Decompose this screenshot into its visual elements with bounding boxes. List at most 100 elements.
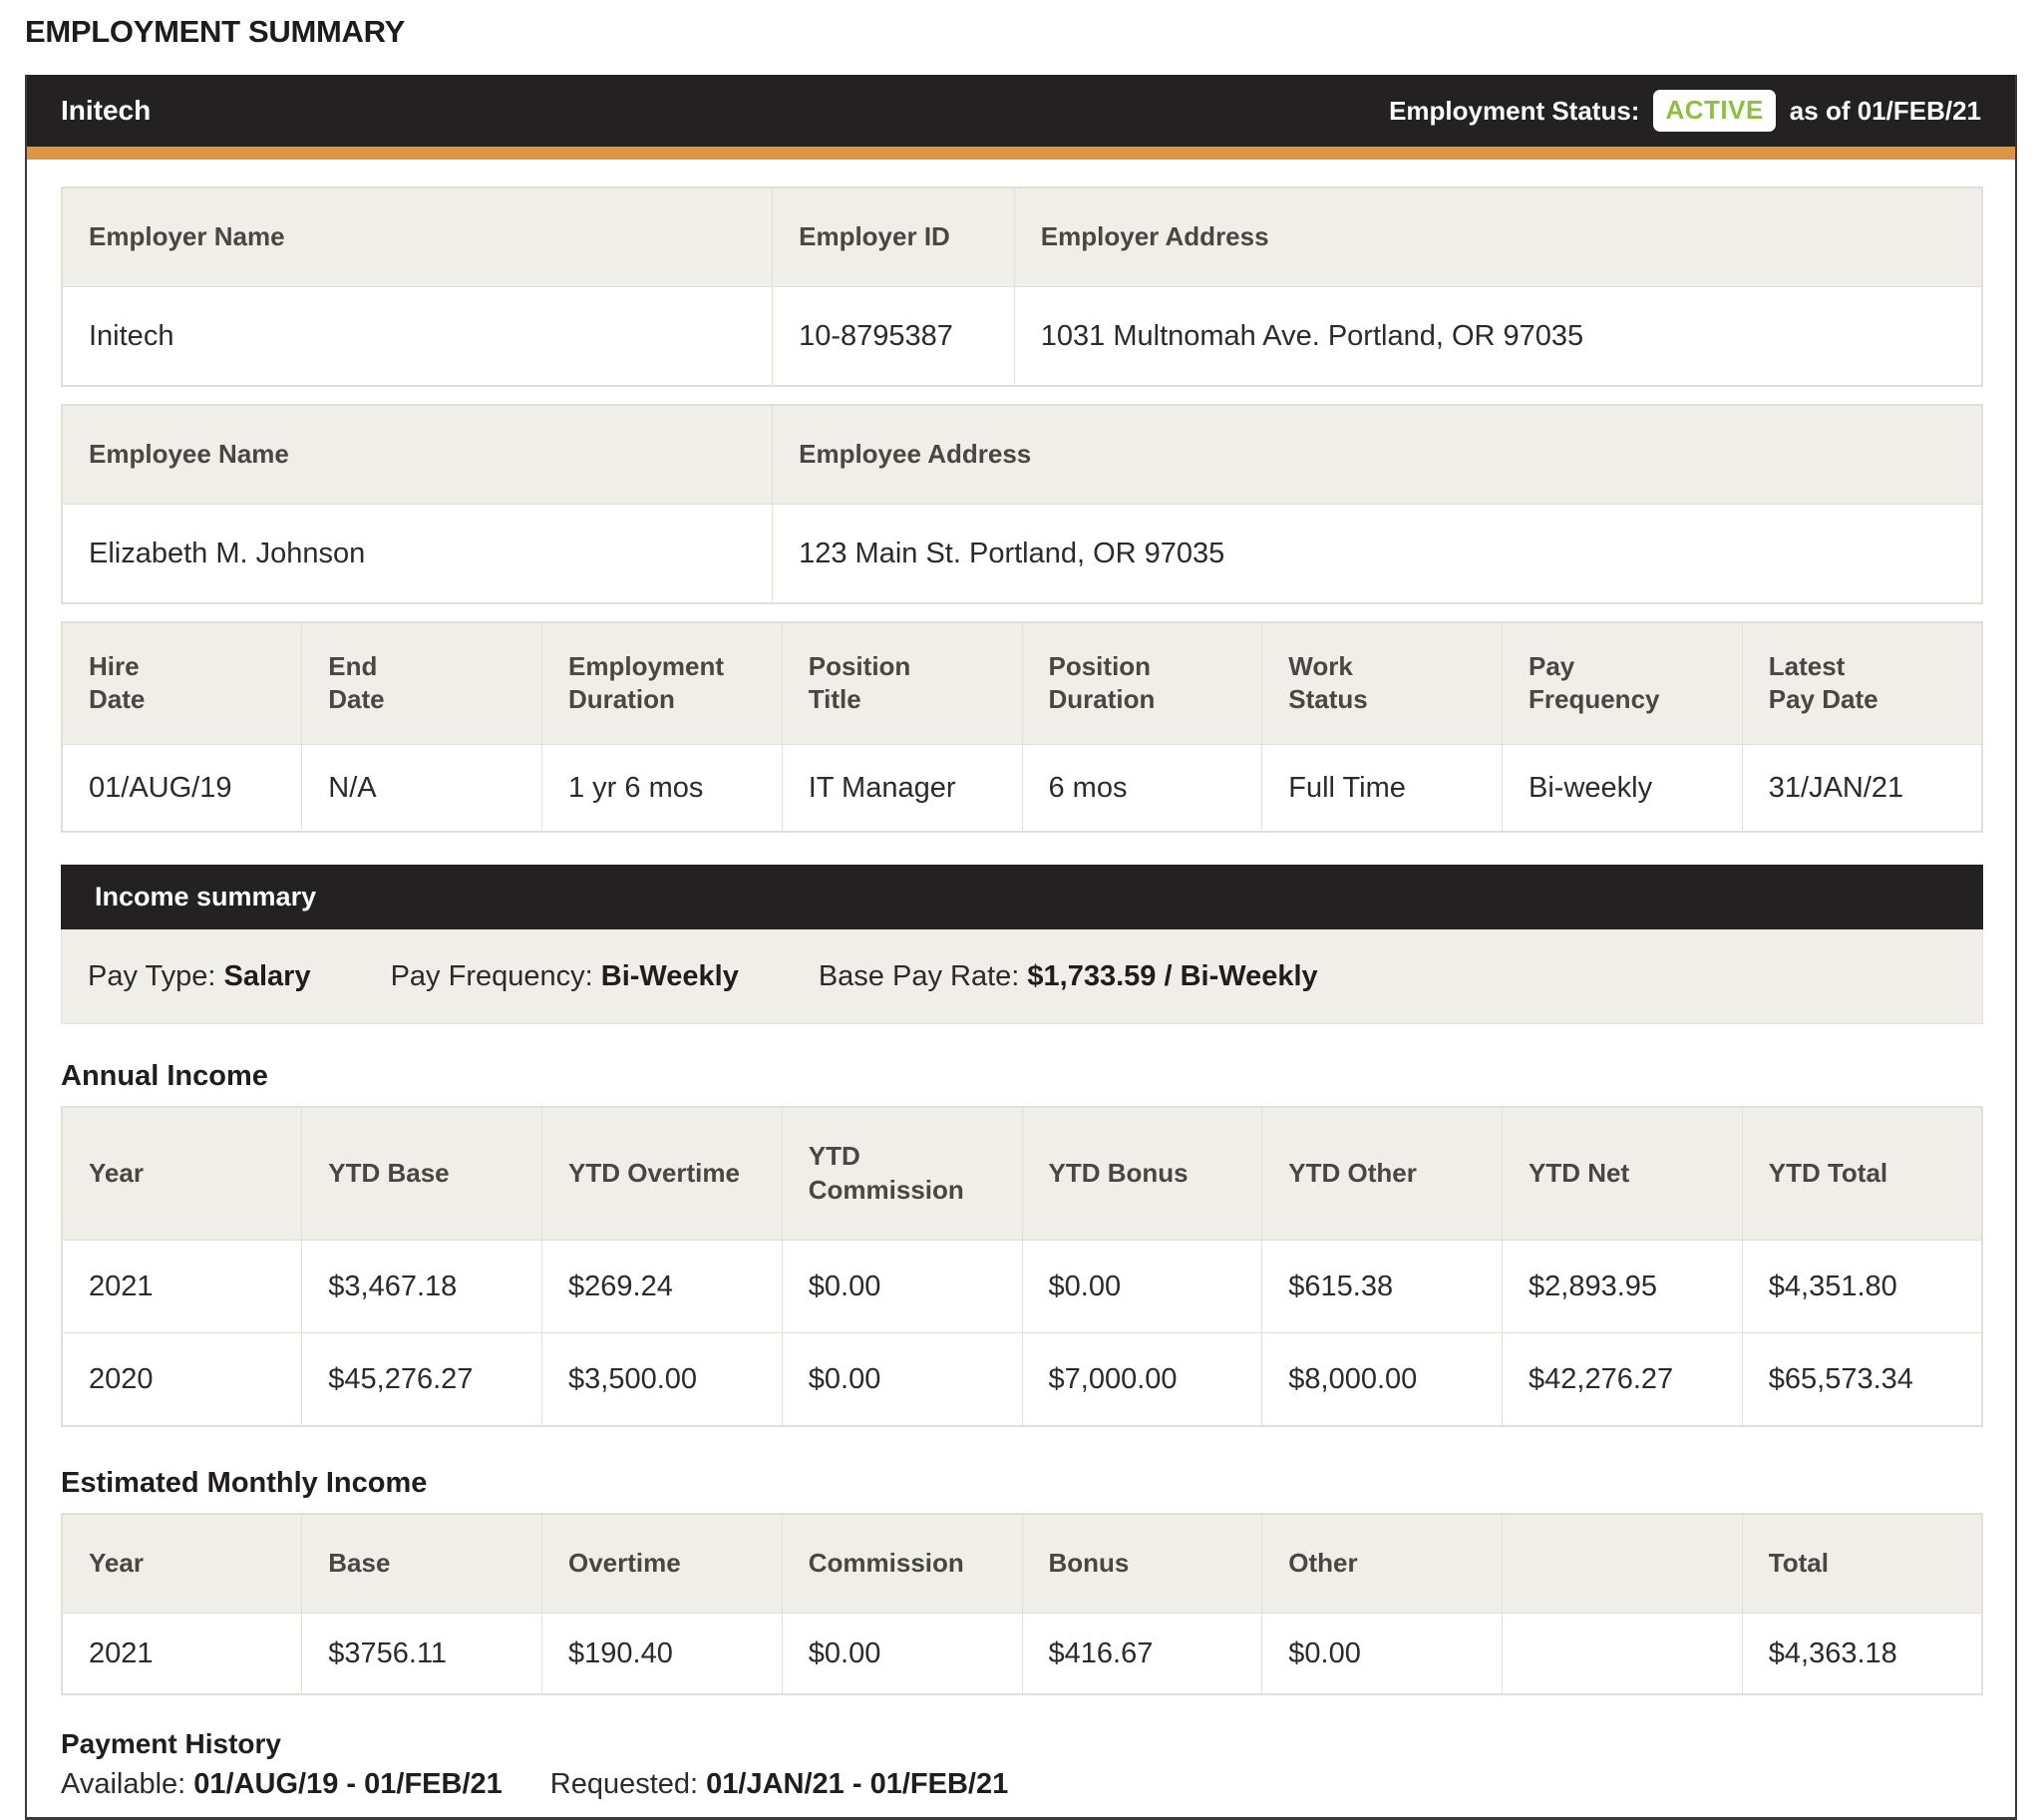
ytd-bonus-value: $0.00 [1021, 1239, 1263, 1333]
ytd-base-value: $3,467.18 [301, 1239, 542, 1333]
available-label: Available: [61, 1767, 186, 1800]
annual-income-table: Year YTD Base YTD Overtime YTD Commissio… [61, 1106, 1983, 1427]
end-date-header: End Date [301, 621, 542, 746]
employer-name-header: Employer Name [61, 186, 774, 287]
employee-data-row: Elizabeth M. Johnson 123 Main St. Portla… [61, 503, 1983, 604]
overtime-value: $190.40 [541, 1612, 783, 1695]
ytd-overtime-header: YTD Overtime [541, 1106, 783, 1241]
ytd-commission-value: $0.00 [781, 1331, 1023, 1427]
pay-frequency-value: Bi-weekly [1502, 744, 1743, 833]
available-value: 01/AUG/19 - 01/FEB/21 [193, 1767, 503, 1800]
employer-header-row: Employer Name Employer ID Employer Addre… [61, 186, 1983, 287]
end-date-value: N/A [301, 744, 542, 833]
work-status-value: Full Time [1261, 744, 1503, 833]
monthly-income-header-row: Year Base Overtime Commission Bonus Othe… [61, 1513, 1983, 1614]
accent-bar [27, 147, 2015, 160]
ytd-bonus-header: YTD Bonus [1021, 1106, 1263, 1241]
monthly-income-row-2021: 2021 $3756.11 $190.40 $0.00 $416.67 $0.0… [61, 1612, 1983, 1695]
base-value: $3756.11 [301, 1612, 542, 1695]
employment-details-table: Hire Date End Date Employment Duration P… [61, 620, 1983, 834]
work-status-header: Work Status [1261, 621, 1503, 746]
monthly-income-heading: Estimated Monthly Income [61, 1466, 428, 1499]
base-pay-rate: Base Pay Rate: $1,733.59 / Bi-Weekly [819, 961, 1318, 991]
pay-frequency-value: Bi-Weekly [600, 960, 739, 993]
commission-header: Commission [781, 1513, 1023, 1614]
year-value: 2020 [61, 1331, 303, 1427]
ytd-base-header: YTD Base [301, 1106, 542, 1241]
latest-pay-date-header: Latest Pay Date [1741, 621, 1983, 746]
employment-summary-card: Initech Employment Status: ACTIVE as of … [25, 75, 2017, 1820]
payment-history-heading: Payment History [61, 1727, 281, 1759]
employment-status: Employment Status: ACTIVE as of 01/FEB/2… [1389, 90, 1981, 132]
empty-header [1502, 1513, 1743, 1614]
ytd-bonus-value: $7,000.00 [1021, 1331, 1263, 1427]
hire-date-value: 01/AUG/19 [61, 744, 303, 833]
base-pay-rate-label: Base Pay Rate: [818, 960, 1020, 993]
employment-duration-value: 1 yr 6 mos [541, 744, 783, 833]
pay-type: Pay Type: Salary [88, 961, 311, 991]
ytd-total-value: $65,573.34 [1741, 1331, 1983, 1427]
year-value: 2021 [61, 1612, 303, 1695]
status-badge: ACTIVE [1653, 90, 1776, 132]
pay-frequency-label: Pay Frequency: [390, 960, 593, 993]
pay-summary-row: Pay Type: Salary Pay Frequency: Bi-Weekl… [61, 929, 1983, 1025]
employer-data-row: Initech 10-8795387 1031 Multnomah Ave. P… [61, 285, 1983, 387]
requested-label: Requested: [549, 1767, 699, 1800]
latest-pay-date-value: 31/JAN/21 [1741, 744, 1983, 833]
empty-value [1502, 1612, 1743, 1695]
overtime-header: Overtime [541, 1513, 783, 1614]
annual-income-header-row: Year YTD Base YTD Overtime YTD Commissio… [61, 1106, 1983, 1241]
other-value: $0.00 [1261, 1612, 1503, 1695]
ytd-total-header: YTD Total [1741, 1106, 1983, 1241]
total-header: Total [1741, 1513, 1983, 1614]
employment-data-row: 01/AUG/19 N/A 1 yr 6 mos IT Manager 6 mo… [61, 744, 1983, 833]
employer-address-value: 1031 Multnomah Ave. Portland, OR 97035 [1013, 285, 1983, 387]
position-duration-value: 6 mos [1021, 744, 1263, 833]
employer-table: Employer Name Employer ID Employer Addre… [61, 186, 1983, 387]
ytd-net-value: $2,893.95 [1502, 1239, 1743, 1333]
ytd-net-header: YTD Net [1502, 1106, 1743, 1241]
status-as-of-date: as of 01/FEB/21 [1789, 95, 1981, 126]
available-range: Available: 01/AUG/19 - 01/FEB/21 [61, 1769, 503, 1799]
bonus-value: $416.67 [1021, 1612, 1263, 1695]
ytd-overtime-value: $269.24 [541, 1239, 783, 1333]
payment-history-range: Available: 01/AUG/19 - 01/FEB/21 Request… [61, 1769, 1983, 1799]
annual-income-row-2021: 2021 $3,467.18 $269.24 $0.00 $0.00 $615.… [61, 1239, 1983, 1333]
requested-value: 01/JAN/21 - 01/FEB/21 [706, 1767, 1009, 1800]
ytd-other-value: $615.38 [1261, 1239, 1503, 1333]
employee-name-value: Elizabeth M. Johnson [61, 503, 774, 604]
year-header: Year [61, 1513, 303, 1614]
base-header: Base [301, 1513, 542, 1614]
total-value: $4,363.18 [1741, 1612, 1983, 1695]
employment-status-label: Employment Status: [1389, 95, 1640, 126]
employer-address-header: Employer Address [1013, 186, 1983, 287]
ytd-overtime-value: $3,500.00 [541, 1331, 783, 1427]
income-summary-title: Income summary [95, 882, 317, 912]
ytd-other-header: YTD Other [1261, 1106, 1503, 1241]
card-content: Employer Name Employer ID Employer Addre… [27, 160, 2015, 1817]
ytd-base-value: $45,276.27 [301, 1331, 542, 1427]
position-title-value: IT Manager [781, 744, 1023, 833]
employment-duration-header: Employment Duration [541, 621, 783, 746]
pay-frequency-header: Pay Frequency [1502, 621, 1743, 746]
year-value: 2021 [61, 1239, 303, 1333]
employer-id-header: Employer ID [772, 186, 1015, 287]
employer-id-value: 10-8795387 [772, 285, 1015, 387]
page-title: EMPLOYMENT SUMMARY [25, 14, 405, 49]
employment-summary-page: EMPLOYMENT SUMMARY Initech Employment St… [0, 14, 2042, 1820]
employee-name-header: Employee Name [61, 404, 774, 505]
ytd-other-value: $8,000.00 [1261, 1331, 1503, 1427]
ytd-commission-header: YTD Commission [781, 1106, 1023, 1241]
position-duration-header: Position Duration [1021, 621, 1263, 746]
pay-type-value: Salary [223, 960, 311, 993]
ytd-commission-value: $0.00 [781, 1239, 1023, 1333]
other-header: Other [1261, 1513, 1503, 1614]
employee-address-value: 123 Main St. Portland, OR 97035 [772, 503, 1983, 604]
annual-income-row-2020: 2020 $45,276.27 $3,500.00 $0.00 $7,000.0… [61, 1331, 1983, 1427]
hire-date-header: Hire Date [61, 621, 303, 746]
monthly-income-table: Year Base Overtime Commission Bonus Othe… [61, 1512, 1983, 1695]
ytd-net-value: $42,276.27 [1502, 1331, 1743, 1427]
annual-income-heading: Annual Income [61, 1060, 268, 1093]
commission-value: $0.00 [781, 1612, 1023, 1695]
employer-name-value: Initech [61, 285, 774, 387]
